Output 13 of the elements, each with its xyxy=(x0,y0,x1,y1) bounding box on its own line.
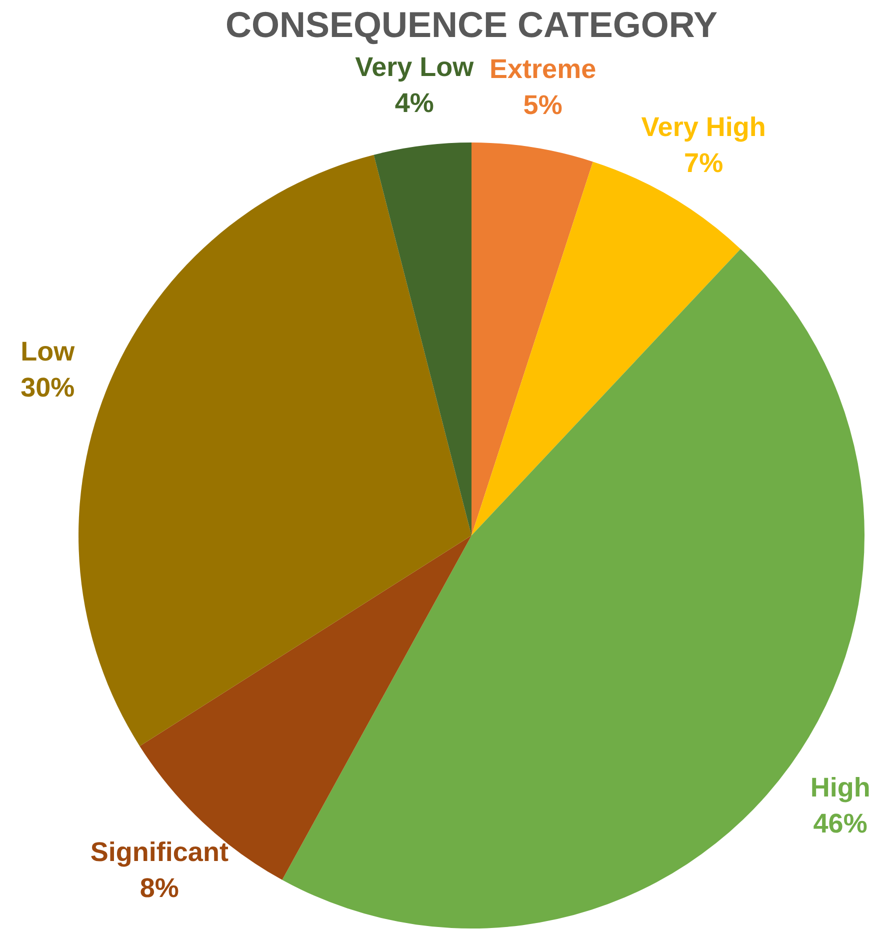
slice-label: Significant xyxy=(90,836,228,867)
data-label: 30% xyxy=(20,372,75,403)
data-label: 5% xyxy=(523,90,562,120)
slice-label: Extreme xyxy=(490,54,596,84)
data-label: 7% xyxy=(684,148,724,178)
slice-label: Low xyxy=(20,336,76,367)
chart-title: CONSEQUENCE CATEGORY xyxy=(225,4,718,45)
data-label: 46% xyxy=(813,808,868,838)
slice-label: Very Low xyxy=(355,52,475,82)
slice-label: High xyxy=(810,772,870,802)
data-label: 4% xyxy=(394,88,434,118)
data-label: 8% xyxy=(140,872,179,903)
slice-label: Very High xyxy=(641,112,766,142)
